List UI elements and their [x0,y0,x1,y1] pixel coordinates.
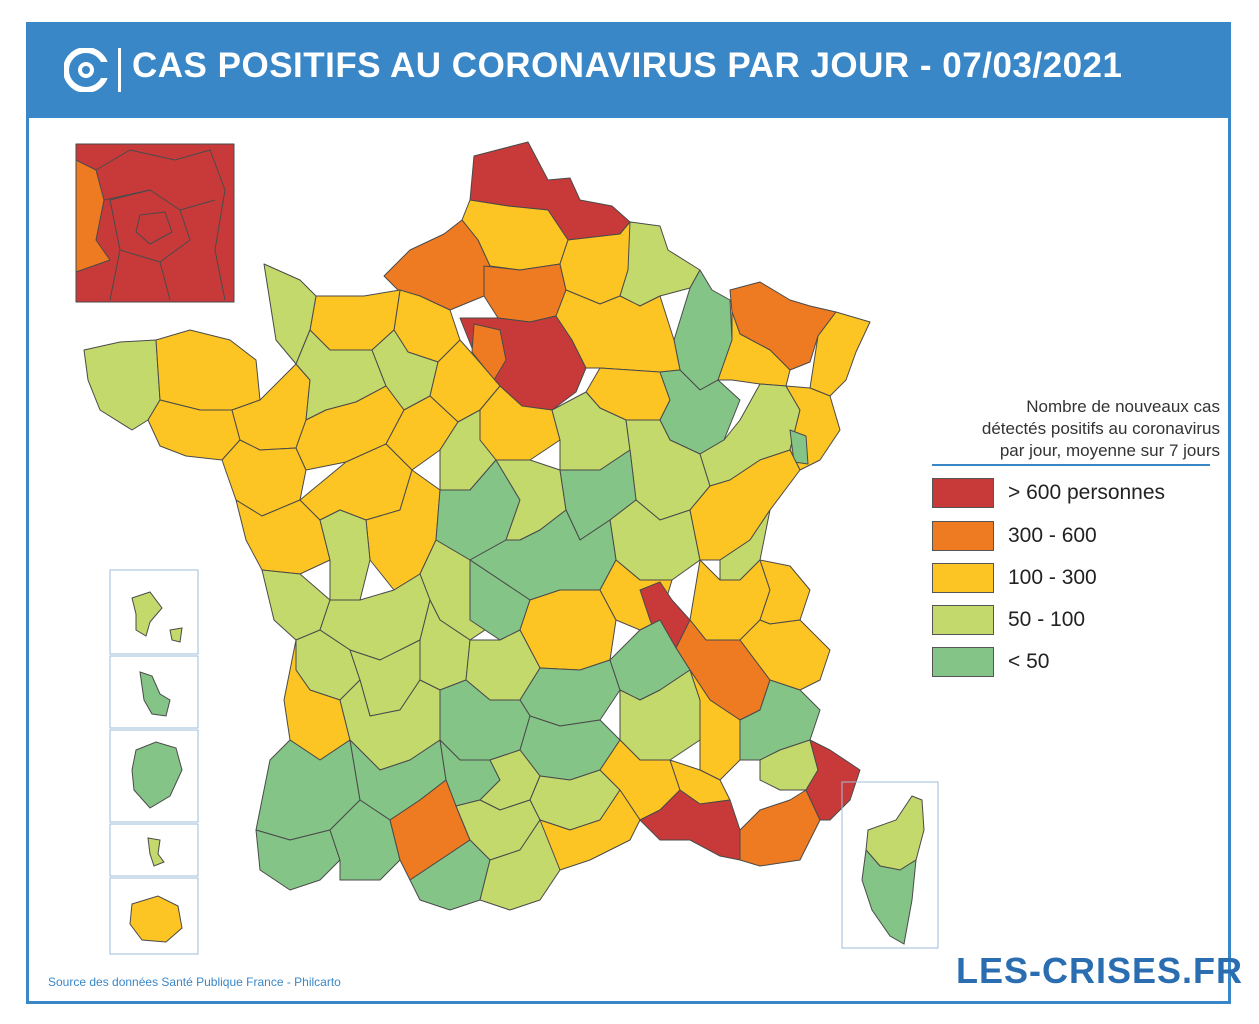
legend-label: < 50 [1008,650,1050,673]
legend-divider [932,464,1210,466]
legend-title: Nombre de nouveaux cas détectés positifs… [920,396,1220,462]
la-reunion [129,895,183,943]
legend-swatch [932,521,994,551]
header-bar [26,22,1231,118]
legend-item-300-600: 300 - 600 [932,521,1232,553]
legend-title-line: détectés positifs au coronavirus [981,419,1220,438]
brand-logo[interactable]: LES-CRISES.FR [956,950,1244,991]
legend-title-line: Nombre de nouveaux cas [1026,397,1220,416]
legend-item-50-100: 50 - 100 [932,605,1232,637]
legend-label: 50 - 100 [1008,608,1086,631]
header-separator [118,48,121,92]
source-credit: Source des données Santé Publique France… [48,975,341,989]
legend-label: 100 - 300 [1008,566,1097,589]
page-title: CAS POSITIFS AU CORONAVIRUS PAR JOUR - 0… [132,46,1123,85]
legend-item-over-600: > 600 personnes [932,478,1232,510]
guyane [131,741,183,809]
legend-label: 300 - 600 [1008,524,1097,547]
legend-label: > 600 personnes [1008,481,1166,504]
idf-inset [75,143,235,303]
les-crises-logo-icon [64,48,108,92]
mayotte [147,837,165,867]
legend-item-100-300: 100 - 300 [932,563,1232,595]
legend-title-line: par jour, moyenne sur 7 jours [999,441,1220,460]
legend-swatch [932,478,994,508]
legend-swatch [932,647,994,677]
corse-du-sud [861,848,917,945]
legend-item-under-50: < 50 [932,647,1232,679]
legend-swatch [932,563,994,593]
guadeloupe [131,591,163,637]
legend-swatch [932,605,994,635]
martinique [139,671,171,717]
haute-corse [865,795,925,871]
